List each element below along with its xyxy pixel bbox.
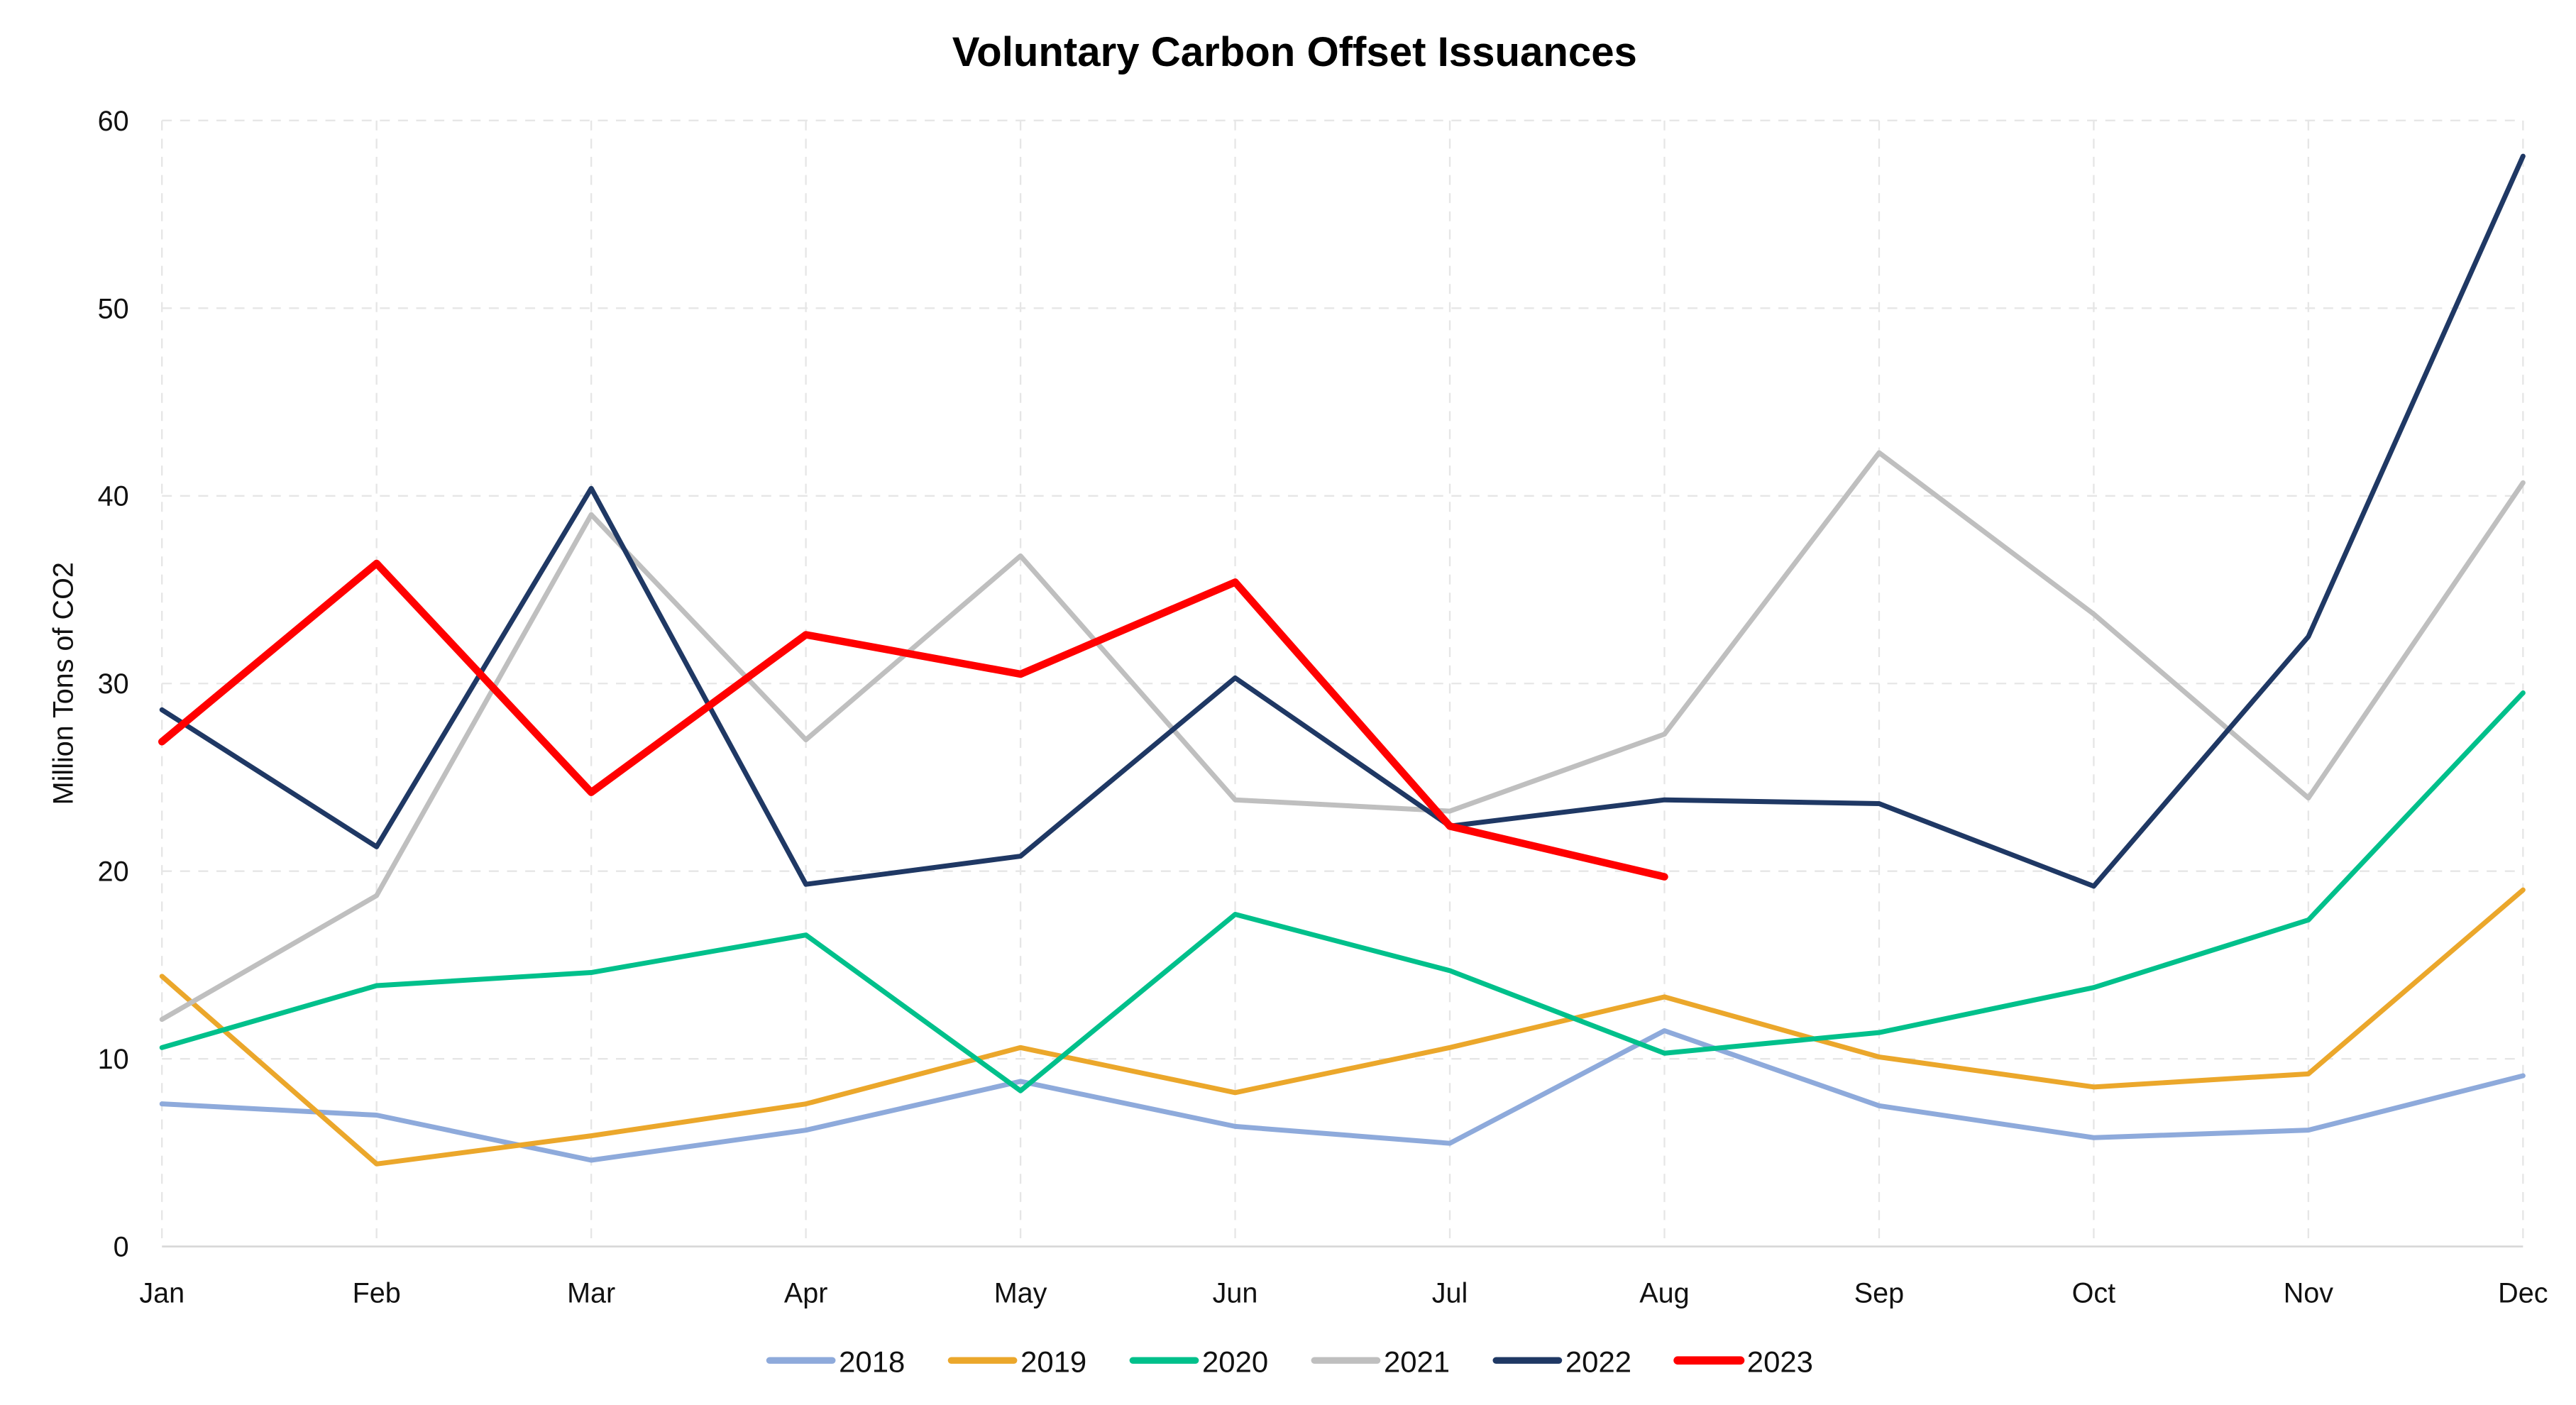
x-tick-label: Jul [1432, 1278, 1468, 1309]
legend-item-2021[interactable]: 2021 [1311, 1345, 1450, 1378]
legend-label: 2022 [1565, 1345, 1631, 1378]
x-tick-label: May [994, 1278, 1047, 1309]
x-tick-label: Oct [2072, 1278, 2116, 1309]
y-tick-label: 10 [98, 1044, 129, 1075]
chart-title: Voluntary Carbon Offset Issuances [952, 29, 1637, 75]
legend-item-2023[interactable]: 2023 [1673, 1345, 1813, 1378]
y-tick-label: 60 [98, 106, 129, 137]
legend-item-2022[interactable]: 2022 [1492, 1345, 1631, 1378]
series-line-2018 [159, 1028, 2526, 1163]
series-line-2020 [159, 690, 2526, 1093]
x-tick-label: Jun [1213, 1278, 1258, 1309]
x-tick-label: Nov [2284, 1278, 2334, 1309]
y-tick-label: 40 [98, 481, 129, 512]
y-tick-label: 0 [114, 1232, 129, 1263]
y-tick-label: 20 [98, 856, 129, 888]
legend: 2018 2019 2020 2021 2022 2023 [766, 1345, 1813, 1378]
x-tick-label: Mar [567, 1278, 615, 1309]
legend-item-2018[interactable]: 2018 [766, 1345, 905, 1378]
legend-label: 2021 [1384, 1345, 1450, 1378]
x-tick-label: Apr [784, 1278, 828, 1309]
gridlines [161, 119, 2524, 1247]
y-tick-label: 30 [98, 668, 129, 700]
series-line-2019 [159, 887, 2526, 1167]
y-tick-label: 50 [98, 293, 129, 324]
y-axis-label: Million Tons of CO2 [48, 562, 79, 805]
axes: 0 10 20 30 40 50 60 Jan Feb Mar Apr May Jun Jul Aug Sep… [98, 106, 2548, 1309]
series-lines [158, 153, 2526, 1167]
x-tick-label: Feb [353, 1278, 401, 1309]
legend-label: 2023 [1747, 1345, 1813, 1378]
x-tick-label: Sep [1854, 1278, 1904, 1309]
x-tick-label: Dec [2498, 1278, 2548, 1309]
x-tick-label: Jan [139, 1278, 185, 1309]
legend-label: 2019 [1020, 1345, 1086, 1378]
legend-label: 2018 [839, 1345, 905, 1378]
series-line-2022 [159, 153, 2526, 889]
legend-item-2020[interactable]: 2020 [1129, 1345, 1268, 1378]
series-line-2023 [158, 559, 1668, 881]
legend-item-2019[interactable]: 2019 [947, 1345, 1086, 1378]
x-tick-label: Aug [1639, 1278, 1689, 1309]
legend-label: 2020 [1202, 1345, 1268, 1378]
series-line-2021 [159, 450, 2526, 1023]
